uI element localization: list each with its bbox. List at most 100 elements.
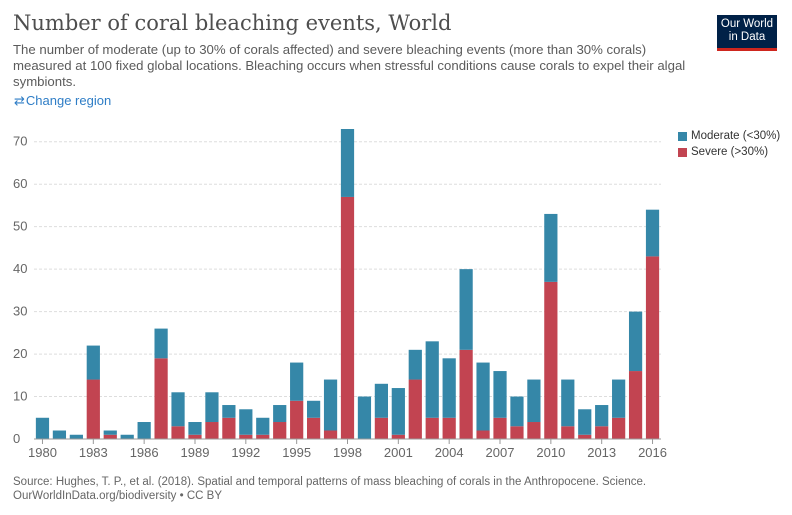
- bar-moderate: [120, 434, 134, 439]
- bar-severe: [628, 371, 643, 439]
- bar-moderate: [408, 349, 422, 380]
- y-tick-label: 70: [13, 134, 27, 149]
- bar-severe: [374, 417, 389, 439]
- bar-moderate: [290, 362, 304, 401]
- bar-moderate: [628, 311, 643, 372]
- y-tick-label: 20: [13, 346, 27, 361]
- bar-severe: [103, 434, 117, 439]
- bar-moderate: [493, 371, 507, 418]
- bar-moderate: [273, 405, 287, 423]
- source-note: Source: Hughes, T. P., et al. (2018). Sp…: [13, 475, 646, 503]
- x-tick-label: 2004: [435, 445, 464, 460]
- bar-moderate: [425, 341, 439, 418]
- bar-moderate: [171, 392, 185, 427]
- bar-severe: [222, 417, 236, 439]
- bar-severe: [323, 430, 338, 439]
- bar-severe: [645, 256, 660, 439]
- x-tick-label: 1992: [231, 445, 260, 460]
- bar-moderate: [323, 379, 338, 431]
- bar-severe: [408, 379, 422, 439]
- bar-severe: [290, 400, 304, 439]
- chart-subtitle: The number of moderate (up to 30% of cor…: [13, 42, 686, 89]
- bar-severe: [306, 417, 321, 439]
- x-tick-label: 2007: [486, 445, 515, 460]
- bar-severe: [544, 281, 558, 439]
- bar-moderate: [510, 396, 524, 427]
- legend-label-severe: Severe (>30%): [691, 146, 769, 158]
- owid-logo[interactable]: Our World in Data: [717, 15, 777, 51]
- bar-severe: [459, 349, 473, 439]
- bar-moderate: [222, 405, 236, 418]
- logo-line-2: in Data: [728, 31, 766, 43]
- legend-item-severe[interactable]: Severe (>30%): [678, 144, 780, 160]
- bar-moderate: [527, 379, 541, 423]
- swap-arrows-icon: ⇄: [14, 93, 25, 108]
- x-tick-label: 2010: [536, 445, 565, 460]
- bar-moderate: [561, 379, 575, 427]
- bar-severe: [595, 426, 609, 439]
- bar-moderate: [595, 405, 609, 427]
- bar-moderate: [86, 345, 100, 380]
- bar-severe: [391, 434, 405, 439]
- bar-moderate: [52, 430, 67, 439]
- bar-moderate: [544, 213, 558, 282]
- bar-severe: [340, 196, 355, 439]
- y-tick-label: 10: [13, 389, 27, 404]
- bar-severe: [493, 417, 507, 439]
- bar-moderate: [256, 417, 270, 435]
- x-tick-label: 1989: [181, 445, 210, 460]
- bar-severe: [239, 434, 253, 439]
- bar-severe: [510, 426, 524, 439]
- logo-line-1: Our World: [720, 18, 774, 30]
- y-tick-label: 50: [13, 219, 27, 234]
- bar-severe: [256, 434, 270, 439]
- bar-moderate: [357, 396, 372, 439]
- bar-moderate: [340, 129, 355, 197]
- bar-moderate: [69, 434, 83, 439]
- bar-moderate: [459, 269, 473, 350]
- x-tick-label: 1983: [79, 445, 108, 460]
- bar-severe: [578, 434, 592, 439]
- bar-moderate: [205, 392, 219, 423]
- bar-severe: [442, 417, 456, 439]
- bar-moderate: [645, 209, 660, 257]
- x-tick-label: 1998: [333, 445, 362, 460]
- legend: Moderate (<30%) Severe (>30%): [678, 128, 780, 160]
- x-tick-label: 2013: [587, 445, 616, 460]
- bar-severe: [476, 430, 490, 439]
- bar-moderate: [578, 409, 592, 435]
- bar-moderate: [391, 388, 405, 435]
- y-tick-label: 60: [13, 176, 27, 191]
- bar-moderate: [612, 379, 626, 418]
- bar-moderate: [103, 430, 117, 435]
- bar-severe: [205, 422, 219, 439]
- bar-severe: [273, 422, 287, 439]
- bar-severe: [188, 434, 202, 439]
- x-tick-label: 1980: [28, 445, 57, 460]
- bars: [35, 129, 660, 439]
- legend-swatch-severe: [678, 147, 687, 157]
- bar-severe: [612, 417, 626, 439]
- source-link[interactable]: OurWorldInData.org/biodiversity: [13, 490, 177, 502]
- x-tick-label: 1986: [130, 445, 159, 460]
- bar-severe: [561, 426, 575, 439]
- y-axis-ticks: 0 10 20 30 40 50 60 70: [13, 134, 27, 446]
- legend-item-moderate[interactable]: Moderate (<30%): [678, 128, 780, 144]
- x-tick-label: 1995: [282, 445, 311, 460]
- x-tick-label: 2016: [638, 445, 667, 460]
- bar-moderate: [35, 417, 50, 439]
- bar-moderate: [442, 358, 456, 418]
- change-region-button[interactable]: ⇄Change region: [14, 93, 111, 109]
- bar-moderate: [239, 409, 253, 435]
- bar-moderate: [154, 328, 168, 359]
- x-axis: 1980 1983 1986 1989 1992 1995 1998 2001 2004 2007…: [28, 438, 667, 460]
- legend-swatch-moderate: [678, 131, 687, 141]
- bar-moderate: [188, 422, 202, 435]
- bar-moderate: [374, 383, 389, 418]
- y-tick-label: 40: [13, 261, 27, 276]
- y-tick-label: 30: [13, 304, 27, 319]
- bar-moderate: [476, 362, 490, 431]
- bar-severe: [527, 422, 541, 439]
- bar-moderate: [306, 400, 321, 418]
- chart-title: Number of coral bleaching events, World: [13, 11, 452, 35]
